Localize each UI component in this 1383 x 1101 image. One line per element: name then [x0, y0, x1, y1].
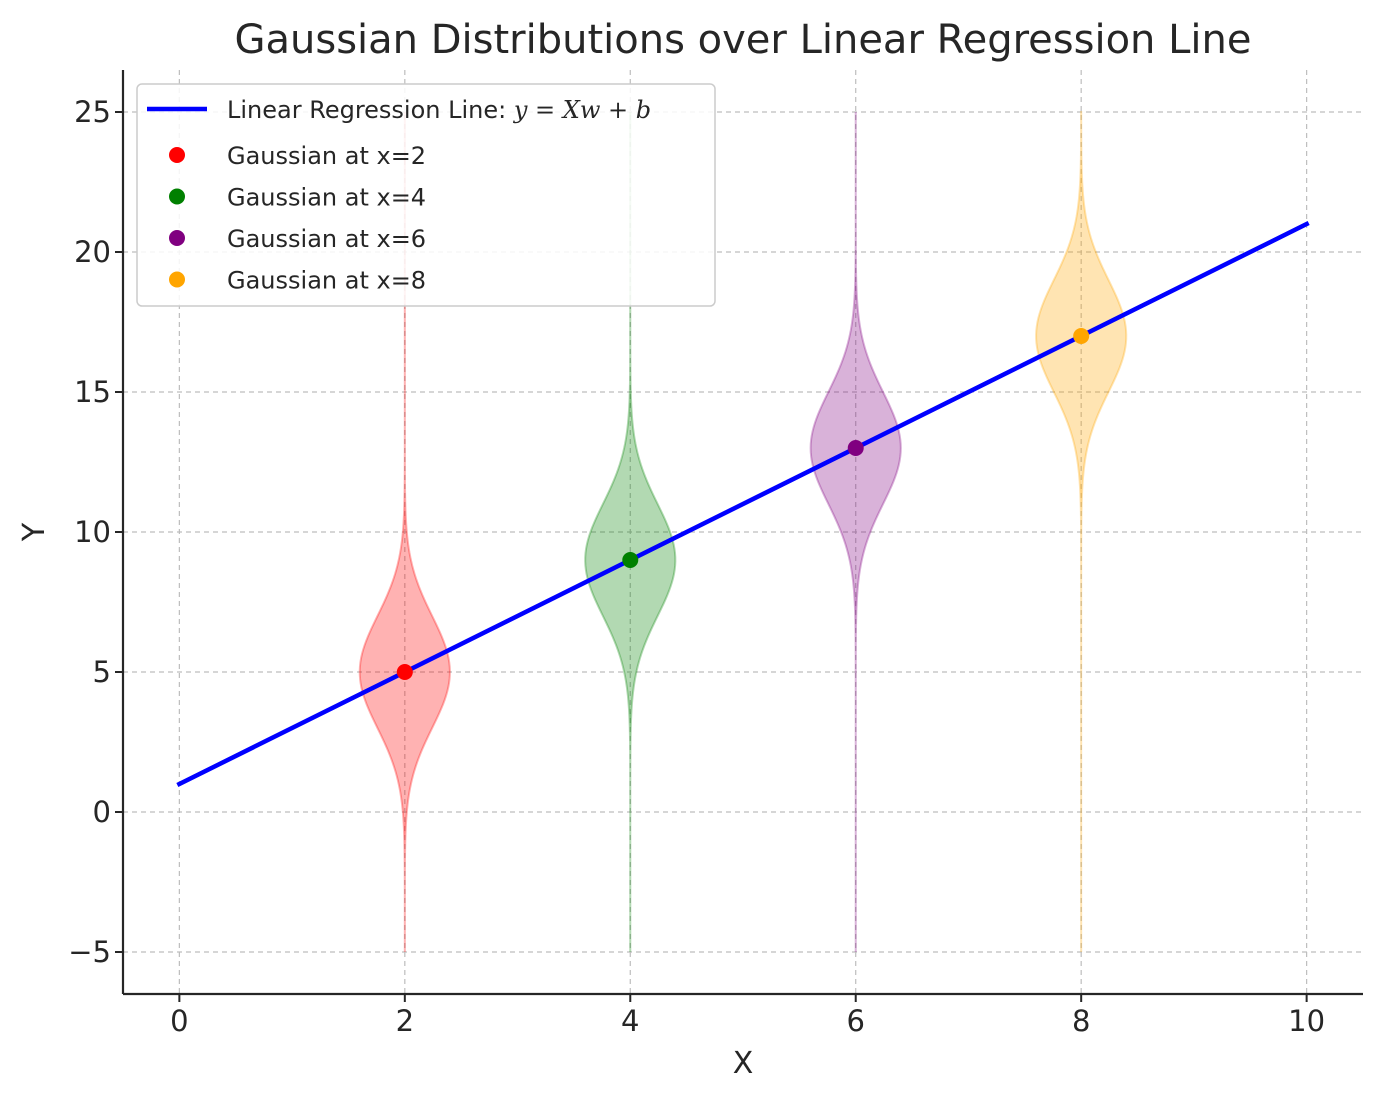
legend-marker-6	[169, 230, 185, 246]
legend-box	[136, 83, 716, 307]
x-tick-label: 2	[396, 1004, 414, 1038]
legend-marker-8	[169, 271, 185, 288]
mean-point-4	[622, 552, 639, 568]
legend-marker-4	[169, 188, 185, 205]
gaussian-violin-6	[809, 112, 902, 952]
legend-label-6: Gaussian at x=6	[227, 225, 426, 253]
gaussian-violin-4	[584, 112, 677, 952]
x-tick-label: 6	[847, 1004, 865, 1038]
y-tick-label: −5	[68, 935, 111, 969]
legend: Linear Regression Line: y = Xw + b Gaussi…	[136, 83, 716, 307]
legend-label-8: Gaussian at x=8	[227, 267, 426, 295]
mean-point-6	[847, 440, 864, 456]
x-tick-label: 8	[1072, 1004, 1090, 1038]
legend-marker-2	[169, 147, 185, 163]
y-tick-label: 5	[93, 655, 111, 689]
legend-label-4: Gaussian at x=4	[227, 184, 426, 212]
regression-line	[176, 220, 1310, 788]
x-tick-label: 0	[170, 1004, 188, 1038]
x-axis-label: X	[733, 1046, 754, 1081]
ticks: 0 2 4 6 8 10 −5 0 5 10 15 20 25	[68, 95, 1325, 1038]
gaussian-violins	[358, 111, 1128, 952]
legend-label-regression: Linear Regression Line: y = Xw + b	[227, 96, 651, 124]
mean-point-2	[396, 664, 413, 680]
x-tick-label: 4	[621, 1004, 639, 1038]
x-tick-label: 10	[1288, 1004, 1325, 1038]
legend-label-2: Gaussian at x=2	[227, 142, 426, 170]
mean-point-8	[1073, 328, 1090, 344]
mean-points	[396, 328, 1090, 680]
y-tick-label: 15	[74, 375, 111, 409]
gaussian-violin-8	[1035, 111, 1128, 952]
y-tick-label: 20	[74, 235, 111, 269]
y-tick-label: 0	[93, 795, 111, 829]
chart-title: Gaussian Distributions over Linear Regre…	[235, 17, 1252, 63]
y-tick-label: 25	[74, 95, 111, 129]
gaussian-violin-2	[358, 112, 451, 952]
y-axis-label: Y	[17, 522, 52, 542]
regression-line-group	[176, 220, 1310, 788]
y-tick-label: 10	[74, 515, 111, 549]
